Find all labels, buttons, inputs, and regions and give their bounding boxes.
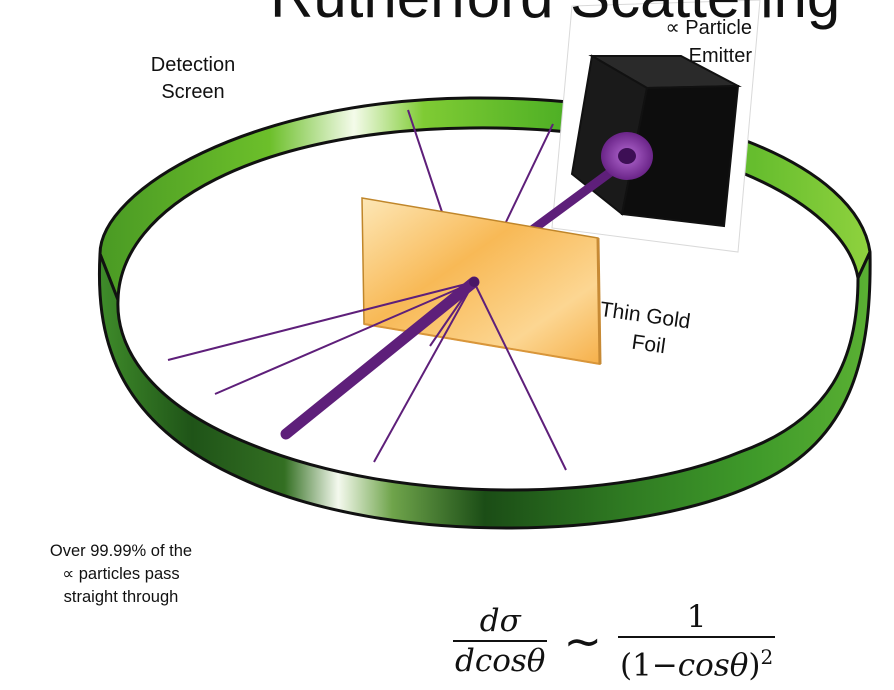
detection-screen-label: Detection Screen (128, 52, 258, 106)
emitter-label: ∝ Particle Emitter (612, 14, 752, 70)
formula-lhs-bar (453, 640, 548, 643)
rays-back (407, 109, 554, 223)
detection-label-line2: Screen (161, 81, 225, 103)
formula-rhs-exponent: 2 (760, 645, 774, 669)
note-line3: straight through (63, 588, 179, 606)
transmission-note: Over 99.99% of the ∝ particles pass stra… (6, 540, 236, 609)
formula-lhs-numerator: dσ (479, 603, 521, 640)
formula-lhs-denominator: dcosθ (455, 643, 546, 680)
emitter-label-line2: Emitter (688, 45, 752, 67)
note-line1: Over 99.99% of the (49, 542, 193, 560)
detection-label-line1: Detection (150, 54, 236, 76)
formula-rhs-numerator: 1 (686, 599, 707, 635)
formula-relation: ∼ (563, 614, 602, 669)
note-line2: ∝ particles pass (62, 565, 180, 583)
detection-screen-front (97, 251, 872, 530)
formula-rhs-close: ) (748, 647, 761, 684)
emitter-label-line1: ∝ Particle (665, 17, 752, 39)
impact-point (469, 277, 479, 287)
cross-section-formula: dσ dcosθ ∼ 1 (1−cosθ)2 (453, 599, 776, 682)
diagram-title: Rutherford Scattering (270, 0, 840, 31)
formula-rhs-body: cosθ (677, 647, 749, 684)
formula-rhs-open: (1− (620, 647, 678, 684)
transmitted-beam (280, 276, 480, 440)
rays-front (167, 281, 567, 471)
formula-rhs-denominator: (1−cosθ)2 (618, 640, 775, 682)
formula-rhs-fraction: 1 (1−cosθ)2 (618, 599, 776, 682)
formula-lhs-fraction: dσ dcosθ (453, 603, 548, 680)
formula-rhs-bar (618, 636, 776, 638)
